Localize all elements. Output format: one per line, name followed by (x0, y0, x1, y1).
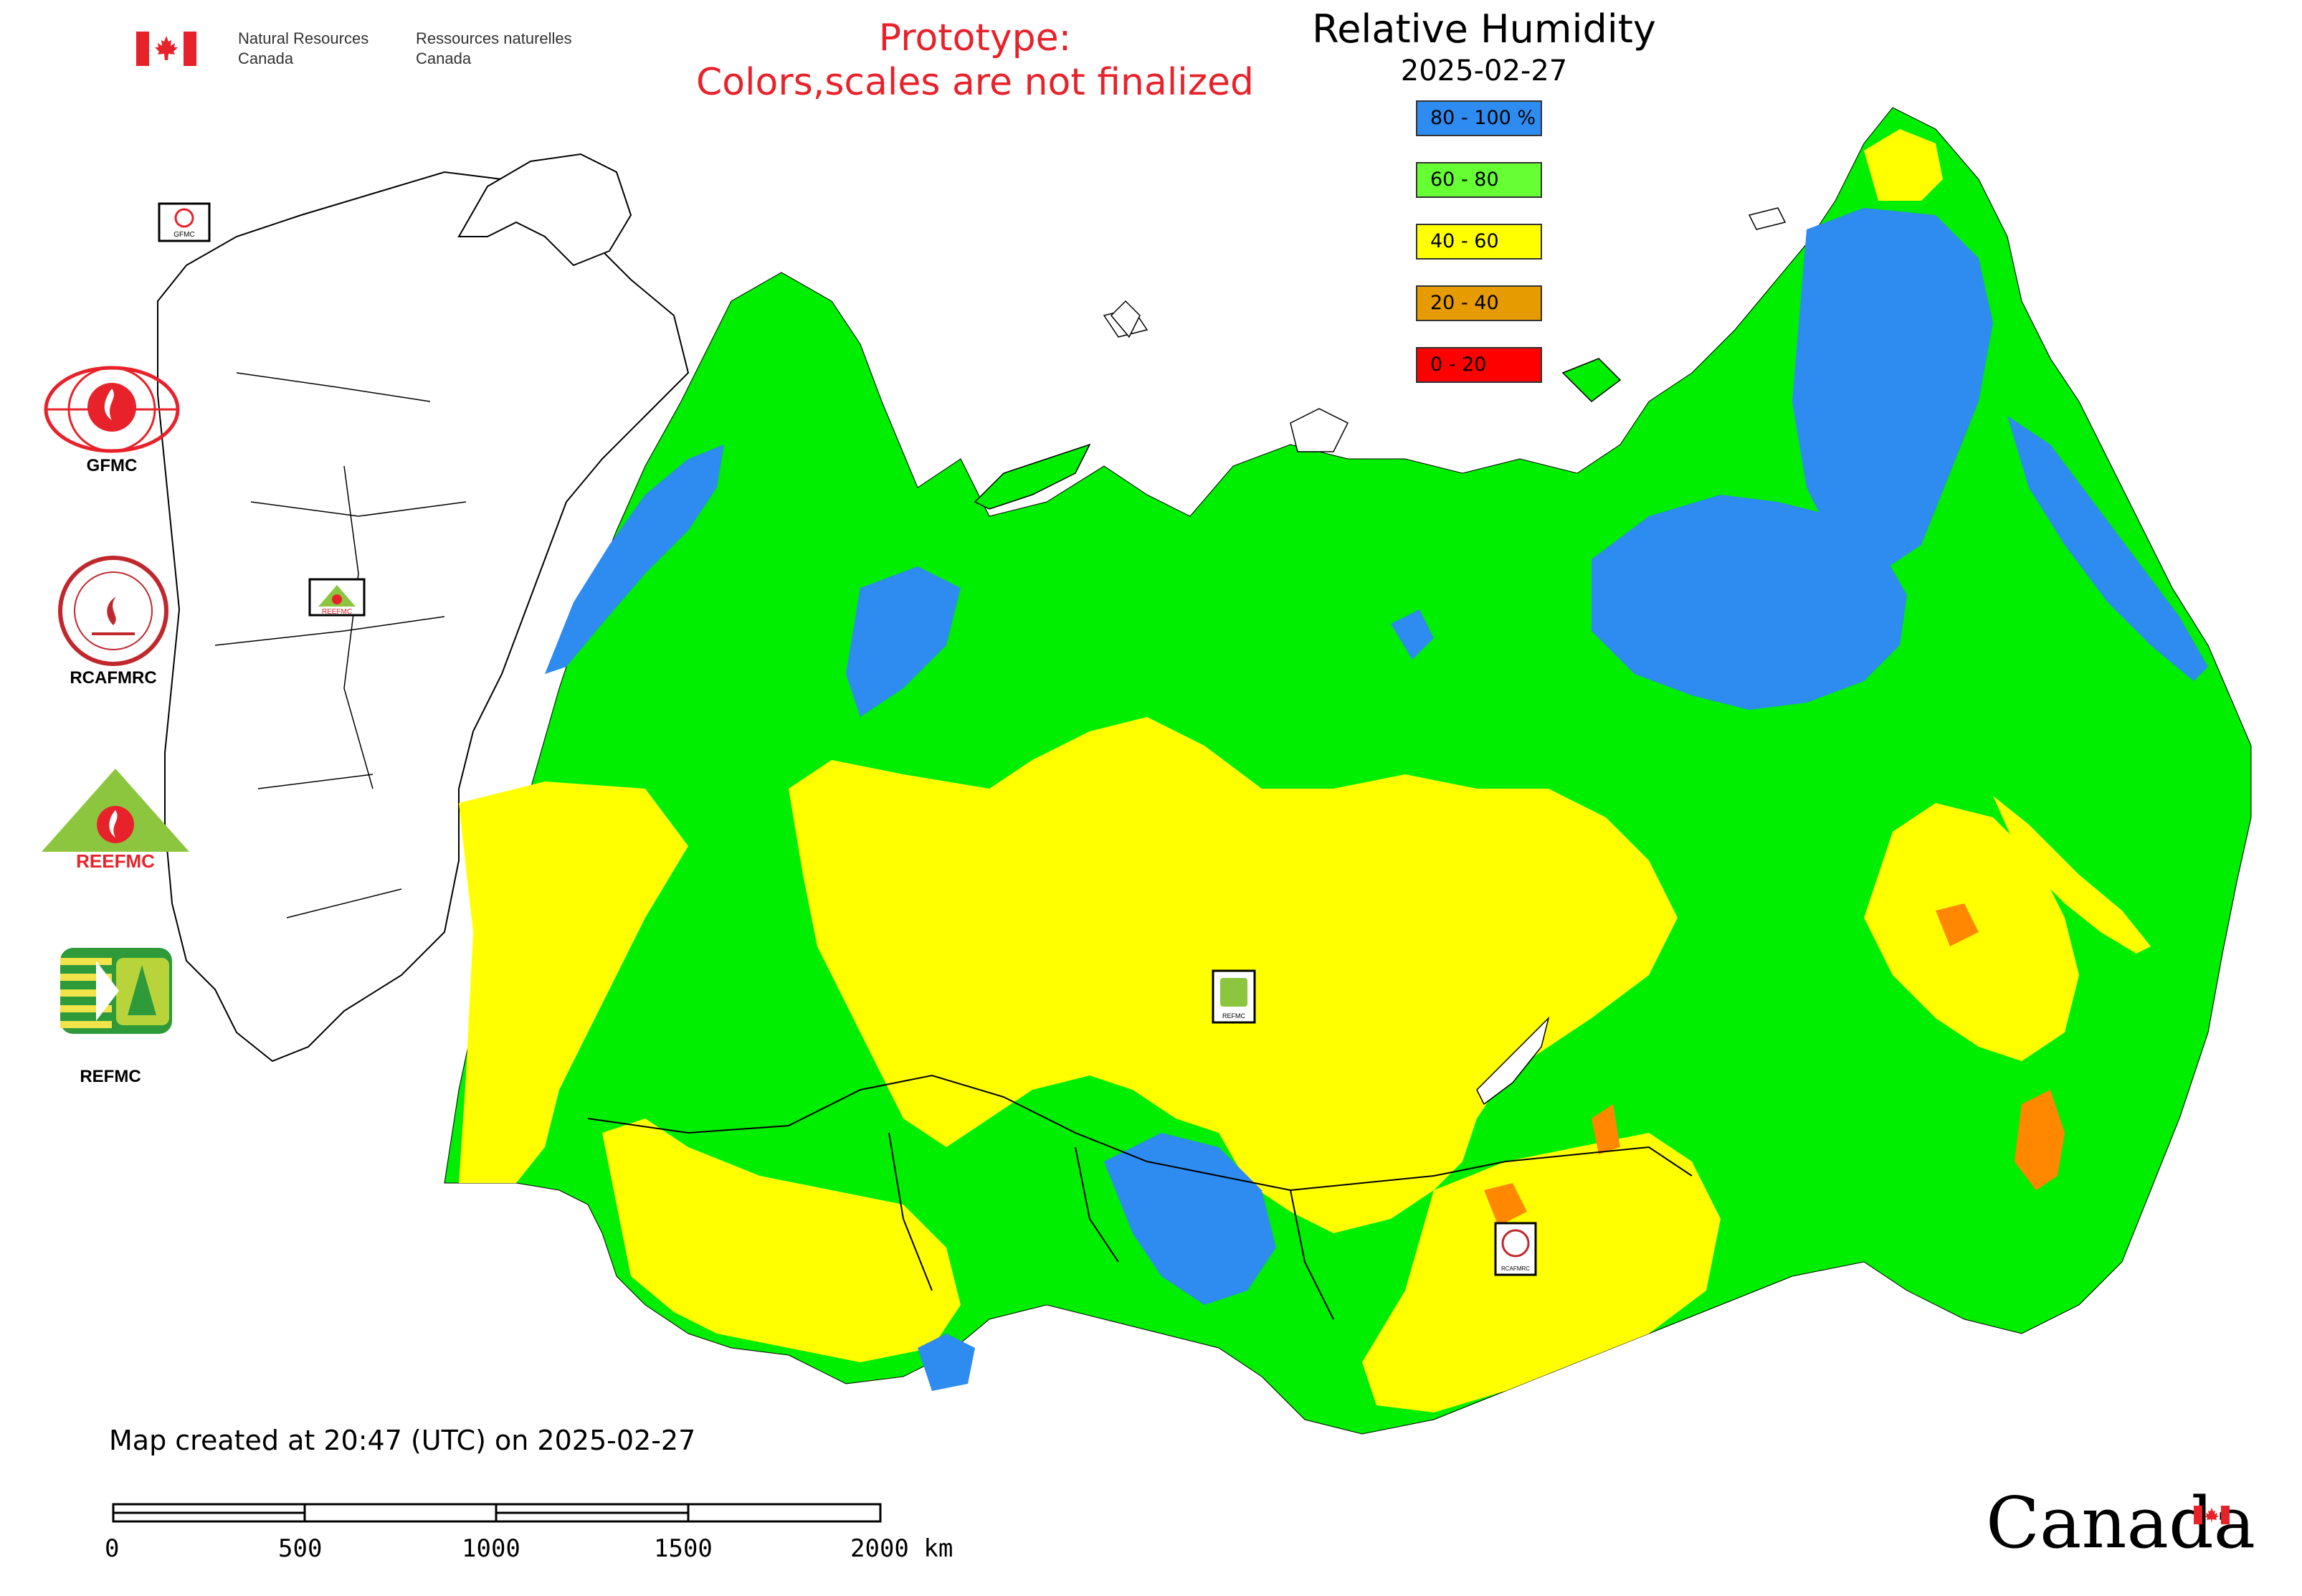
prototype-notice: Prototype: Colors,scales are not finaliz… (631, 16, 1319, 105)
region-80-100-central (1391, 609, 1434, 660)
dept-name-en-line1: Natural Resources (238, 29, 369, 47)
map-marker-reefmc: REEFMC (308, 578, 366, 617)
legend-item-60-80: 60 - 80 (1416, 162, 1542, 198)
region-80-100-east (1592, 495, 1907, 710)
scale-label-1000: 1000 (462, 1534, 520, 1563)
region-20-40-primorye (2015, 1090, 2065, 1190)
map-marker-rcafmrc: RCAFMRC (1494, 1222, 1537, 1276)
maple-leaf-icon (155, 36, 178, 60)
svalbard-island (1110, 300, 1141, 338)
region-20-40-mongolia (1484, 1183, 1527, 1226)
region-40-60-west (459, 782, 688, 1183)
region-80-100-altai (1104, 1133, 1276, 1305)
refmc-logo-label: REFMC (80, 1067, 141, 1086)
map-marker-gfmc: GFMC (158, 202, 211, 242)
map-marker-reefmc-label: REEFMC (322, 608, 352, 616)
scale-label-0: 0 (105, 1534, 120, 1563)
lake-baikal (1476, 1016, 1550, 1106)
prototype-notice-line2: Colors,scales are not finalized (695, 61, 1255, 104)
map-marker-refmc-label: REFMC (1222, 1012, 1245, 1020)
rcafmrc-logo-label: RCAFMRC (70, 668, 157, 688)
legend-item-80-100: 80 - 100 % (1416, 100, 1542, 136)
gfmc-logo (44, 366, 180, 453)
reefmc-logo (42, 769, 189, 852)
region-40-60-kaz (602, 1118, 961, 1362)
refmc-logo (60, 948, 172, 1034)
region-40-60-chukotka (1864, 129, 1943, 201)
severnaya-zemlya (1290, 408, 1349, 452)
scandinavia-outline (457, 153, 632, 267)
novaya-zemlya (974, 443, 1091, 510)
rcafmrc-logo (58, 556, 168, 666)
legend-date: 2025-02-27 (1400, 54, 1568, 87)
reefmc-logo-label: REEFMC (76, 850, 155, 872)
region-20-40-manchuria (1936, 903, 1979, 946)
map-marker-refmc: REFMC (1212, 969, 1256, 1024)
region-80-100-kaz-south (918, 1334, 975, 1391)
map-marker-gfmc-label: GFMC (173, 231, 194, 239)
gfmc-logo-label: GFMC (86, 456, 138, 475)
region-80-100-northeast (1792, 208, 1993, 574)
dept-name-fr-line2: Canada (416, 49, 472, 67)
legend-item-0-20: 0 - 20 (1416, 347, 1542, 383)
flag-center (149, 32, 184, 66)
prototype-notice-line1: Prototype: (878, 16, 1072, 60)
country-borders (214, 372, 467, 918)
wrangel-island (1748, 207, 1787, 230)
flag-right-bar (184, 32, 196, 66)
map-created-timestamp: Map created at 20:47 (UTC) on 2025-02-27 (109, 1425, 696, 1456)
region-80-100-west-siberia (846, 566, 961, 717)
dept-name-fr-line1: Ressources naturelles (416, 29, 572, 47)
flag-left-bar (136, 32, 149, 66)
scale-label-2000km: 2000 km (850, 1534, 953, 1563)
scale-bar (112, 1503, 882, 1523)
dept-name-fr: Ressources naturelles Canada (416, 29, 572, 69)
gov-signature: Natural Resources Canada Ressources natu… (136, 29, 609, 75)
region-20-40-baikal (1592, 1104, 1620, 1154)
region-80-100-kamchatka (2007, 416, 2208, 681)
region-40-60-sakhalin (1993, 796, 2151, 954)
scale-label-500: 500 (278, 1534, 323, 1563)
canada-wordmark-flag-icon (2194, 1506, 2230, 1524)
new-siberian-islands (1561, 358, 1622, 402)
map-marker-rcafmrc-label: RCAFMRC (1501, 1265, 1530, 1272)
canada-wordmark: Canada (1986, 1484, 2255, 1563)
legend-item-20-40: 20 - 40 (1416, 285, 1542, 321)
dept-name-en-line2: Canada (238, 49, 294, 67)
legend-item-40-60: 40 - 60 (1416, 224, 1542, 260)
national-borders (587, 1074, 1693, 1320)
legend-title: Relative Humidity (1312, 6, 1656, 52)
region-80-100-northwest (545, 445, 724, 674)
canada-wordmark-text: Canada (1986, 1483, 2256, 1564)
dept-name-en: Natural Resources Canada (238, 29, 368, 69)
scale-label-1500: 1500 (654, 1534, 713, 1563)
region-40-60-south (1362, 1133, 1721, 1412)
